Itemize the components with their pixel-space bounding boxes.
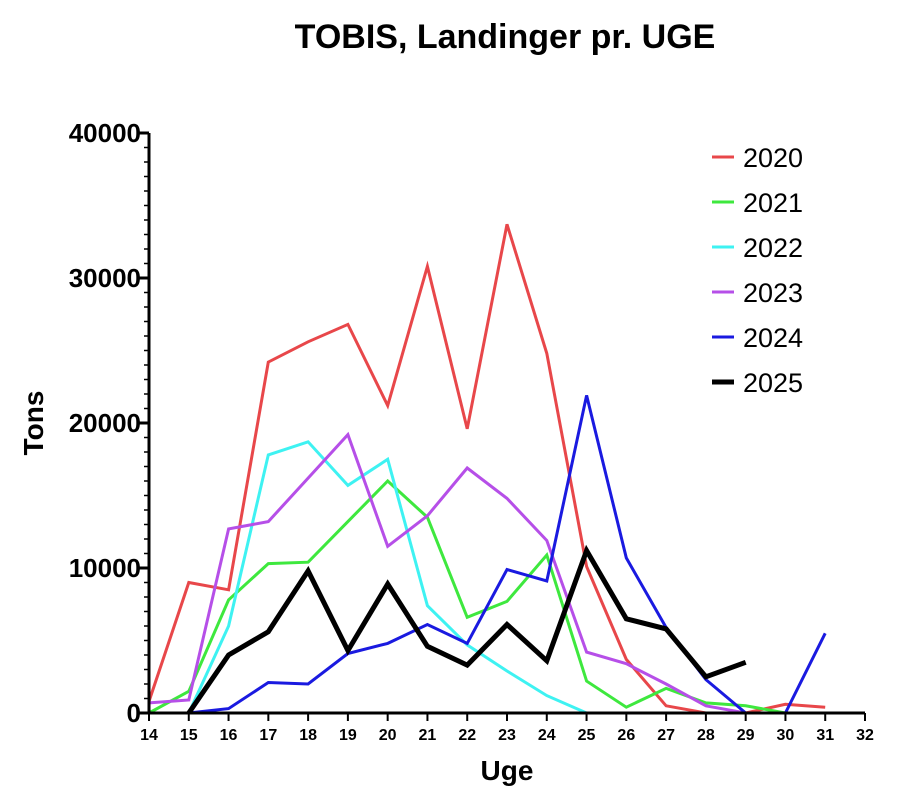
x-tick-label: 24 [538, 727, 556, 744]
x-tick-label: 16 [220, 727, 238, 744]
x-tick-label: 32 [856, 727, 874, 744]
y-major-ticks: 0 10000 20000 30000 40000 [69, 118, 149, 728]
x-tick-label: 23 [498, 727, 516, 744]
chart-title: TOBIS, Landinger pr. UGE [295, 18, 716, 56]
legend-label-2023: 2023 [743, 278, 803, 308]
x-ticks: 14 15 16 17 18 19 20 21 22 23 24 25 26 27 28 29 30 31 32 [140, 713, 874, 744]
x-tick-label: 27 [657, 727, 675, 744]
legend-label-2020: 2020 [743, 143, 803, 173]
x-tick-label: 17 [259, 727, 277, 744]
x-tick-label: 18 [299, 727, 317, 744]
x-tick-label: 19 [339, 727, 357, 744]
x-tick-label: 28 [697, 727, 715, 744]
legend-label-2025: 2025 [743, 368, 803, 398]
x-tick-label: 15 [180, 727, 198, 744]
y-tick-label: 20000 [69, 408, 141, 438]
series-line-2021 [148, 478, 826, 715]
x-tick-label: 26 [617, 727, 635, 744]
series-line-2023 [148, 431, 786, 715]
series-line-2022 [149, 440, 588, 715]
series-line-2025 [186, 544, 747, 715]
legend-label-2022: 2022 [743, 233, 803, 263]
x-tick-label: 29 [737, 727, 755, 744]
x-tick-label: 21 [419, 727, 437, 744]
legend-label-2024: 2024 [743, 323, 803, 353]
y-tick-label: 40000 [69, 118, 141, 148]
y-tick-label: 0 [127, 698, 141, 728]
y-tick-label: 10000 [69, 553, 141, 583]
x-axis-title: Uge [481, 755, 534, 786]
x-tick-label: 25 [578, 727, 596, 744]
x-tick-label: 14 [140, 727, 158, 744]
series-layer [147, 223, 827, 715]
x-tick-label: 30 [777, 727, 795, 744]
x-tick-label: 20 [379, 727, 397, 744]
y-tick-label: 30000 [69, 263, 141, 293]
x-tick-label: 31 [816, 727, 834, 744]
y-axis-title: Tons [18, 391, 49, 456]
legend: 2020 2021 2022 2023 2024 2025 [712, 143, 803, 398]
legend-label-2021: 2021 [743, 188, 803, 218]
x-tick-label: 22 [458, 727, 476, 744]
y-minor-ticks [144, 146, 149, 700]
series-line-2024 [149, 395, 827, 715]
